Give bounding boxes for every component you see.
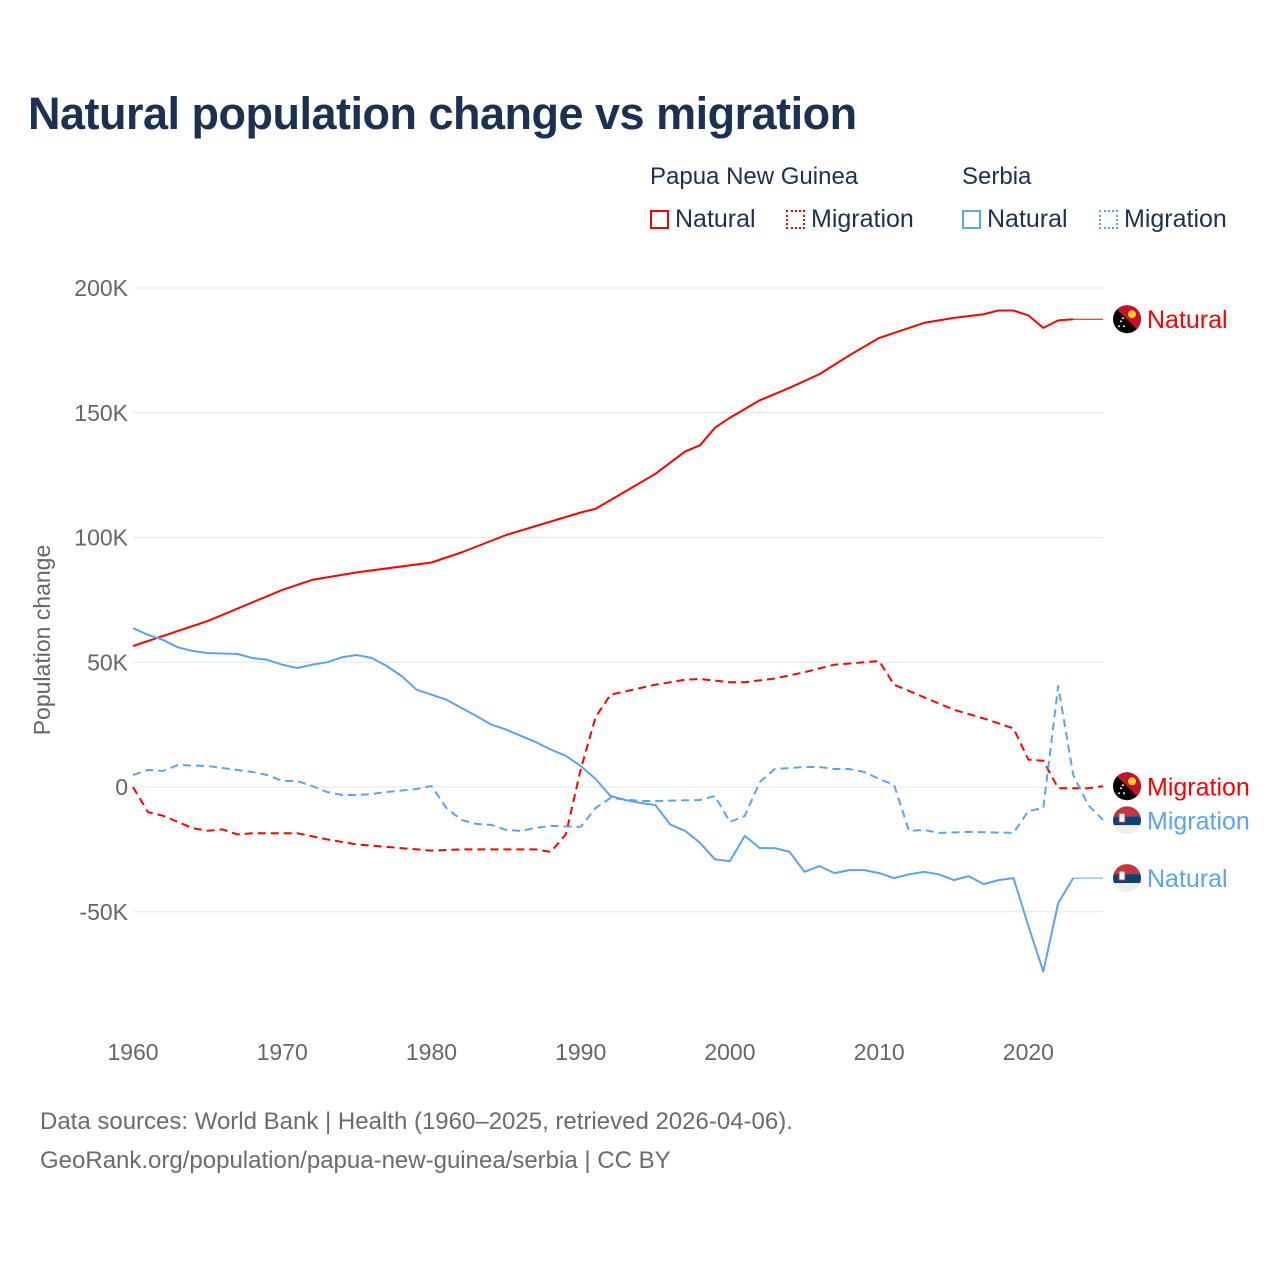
series-end-label: Natural: [1147, 865, 1228, 893]
serbia-flag-icon: [1113, 864, 1141, 893]
legend-label: Natural: [987, 205, 1068, 233]
y-tick-label: 200K: [74, 275, 128, 301]
footer-link[interactable]: GeoRank.org/population/papua-new-guinea/…: [40, 1147, 671, 1174]
legend-swatch-solid-icon: [650, 210, 669, 229]
series-line-papua-new-guinea-natural: [132, 309, 1074, 647]
papua-new-guinea-flag-icon: [1113, 305, 1141, 334]
legend-png-natural[interactable]: Natural: [650, 205, 756, 234]
serbia-flag-icon: [1113, 806, 1141, 835]
series-line-serbia-natural: [132, 627, 1075, 973]
x-tick-label: 2020: [1003, 1039, 1054, 1065]
x-tick-label: 1970: [257, 1039, 308, 1065]
series-end-label: Migration: [1147, 773, 1250, 801]
x-tick-label: 2010: [854, 1039, 905, 1065]
series-end-label: Migration: [1147, 807, 1250, 835]
legend-png-migration[interactable]: Migration: [786, 205, 914, 234]
series-line-papua-new-guinea-migration: [132, 660, 1104, 853]
x-tick-label: 2000: [704, 1039, 755, 1065]
x-tick-label: 1990: [555, 1039, 606, 1065]
legend-serbia-migration[interactable]: Migration: [1099, 205, 1227, 234]
legend-group-serbia: Serbia: [962, 163, 1032, 190]
y-axis-label: Population change: [29, 545, 55, 736]
legend-serbia-natural[interactable]: Natural: [962, 205, 1068, 234]
papua-new-guinea-flag-icon: [1113, 772, 1141, 801]
y-tick-label: 50K: [87, 649, 129, 675]
x-tick-label: 1960: [107, 1039, 158, 1065]
footer-sources: Data sources: World Bank | Health (1960–…: [40, 1108, 793, 1135]
series-end-label: Natural: [1147, 306, 1228, 334]
legend-label: Natural: [675, 205, 756, 233]
series-line-serbia-migration: [132, 685, 1104, 834]
legend-swatch-dotted-icon: [1099, 210, 1118, 229]
chart-title: Natural population change vs migration: [28, 88, 857, 139]
legend-group-papua-new-guinea: Papua New Guinea: [650, 163, 859, 190]
y-tick-label: 150K: [74, 400, 128, 426]
legend-swatch-solid-icon: [962, 210, 981, 229]
y-tick-label: 0: [115, 774, 128, 800]
legend-swatch-dotted-icon: [786, 210, 805, 229]
y-tick-label: -50K: [79, 899, 128, 925]
legend-label: Migration: [811, 205, 914, 233]
x-tick-label: 1980: [406, 1039, 457, 1065]
legend-label: Migration: [1124, 205, 1227, 233]
y-tick-label: 100K: [74, 525, 128, 551]
